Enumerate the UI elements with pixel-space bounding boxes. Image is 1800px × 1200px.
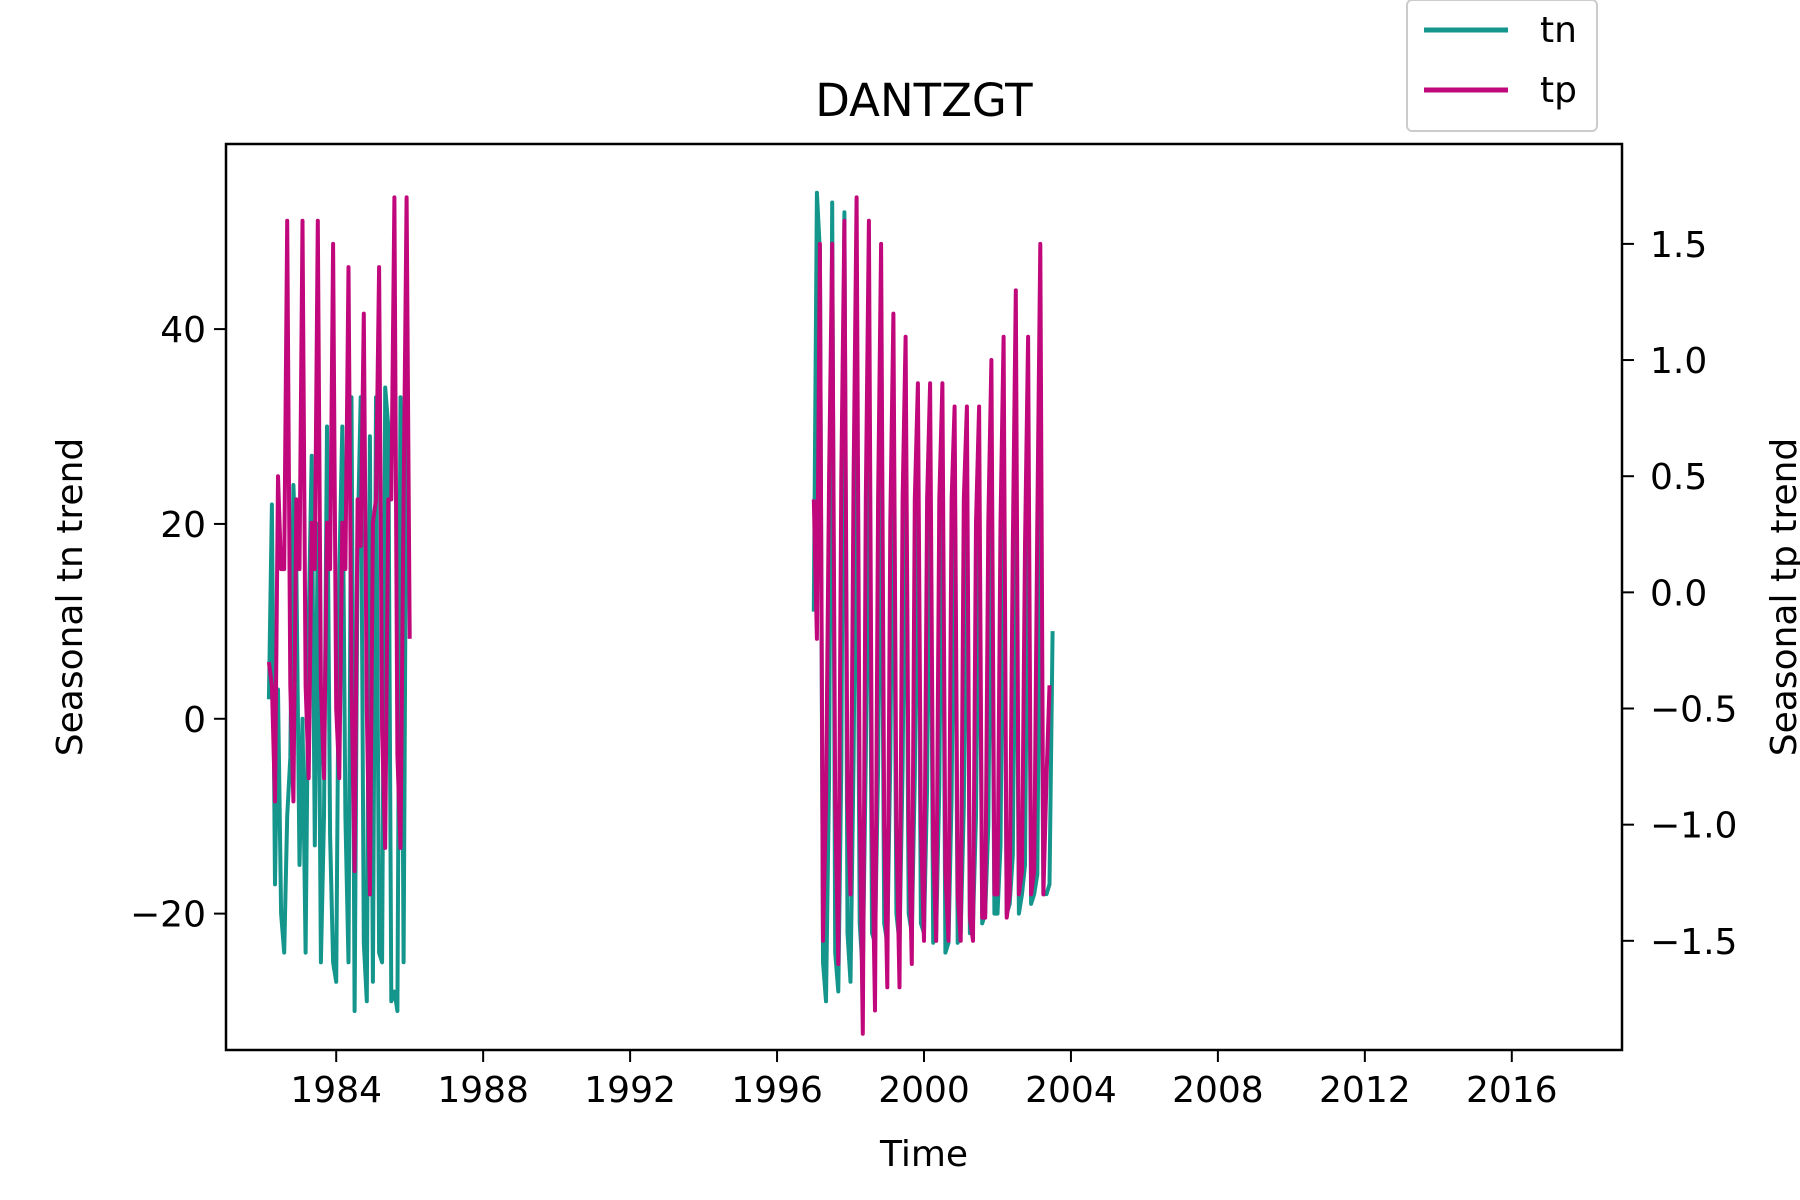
x-tick-label: 2016: [1466, 1070, 1558, 1111]
x-tick-label: 2012: [1319, 1070, 1411, 1111]
y-right-tick-label: −1.5: [1650, 922, 1737, 963]
y-right-tick-label: 1.5: [1650, 225, 1707, 266]
legend-box: [1406, 0, 1598, 132]
plot-area: [266, 190, 1055, 1036]
x-tick-label: 1992: [584, 1070, 676, 1111]
chart-title: DANTZGT: [815, 74, 1033, 127]
y-right-tick-label: −1.0: [1650, 806, 1737, 847]
y-left-tick-label: 0: [183, 700, 206, 741]
legend: tn tp: [1406, 0, 1598, 132]
x-tick-label: 2004: [1025, 1070, 1117, 1111]
y-right-tick-label: 0.0: [1650, 573, 1707, 614]
x-tick-label: 2008: [1172, 1070, 1264, 1111]
y-axis-right-label: Seasonal tp trend: [1764, 438, 1800, 757]
legend-tp-label: tp: [1540, 70, 1577, 111]
x-tick-label: 1988: [437, 1070, 529, 1111]
series-tp-line-1: [266, 195, 412, 897]
series-tp-line-2: [811, 195, 1052, 1036]
y-right-tick-label: 0.5: [1650, 457, 1707, 498]
y-axis-left-label: Seasonal tn trend: [50, 438, 91, 756]
y-left-tick-label: 20: [160, 505, 206, 546]
series-tn-line-2: [811, 190, 1055, 1004]
legend-tn-label: tn: [1540, 10, 1577, 51]
y-left-tick-label: −20: [130, 895, 206, 936]
x-axis: 1984 1988 1992 1996 2000 2004 2008 2012 2016: [290, 1050, 1558, 1111]
y-right-tick-label: 1.0: [1650, 341, 1707, 382]
y-right-tick-label: −0.5: [1650, 690, 1737, 731]
y-left-tick-label: 40: [160, 310, 206, 351]
x-axis-label: Time: [879, 1134, 968, 1175]
y-axis-left: −20 0 20 40: [130, 310, 226, 936]
y-axis-right: −1.5 −1.0 −0.5 0.0 0.5 1.0 1.5: [1622, 225, 1737, 963]
x-tick-label: 1984: [290, 1070, 382, 1111]
x-tick-label: 1996: [731, 1070, 823, 1111]
x-tick-label: 2000: [878, 1070, 970, 1111]
